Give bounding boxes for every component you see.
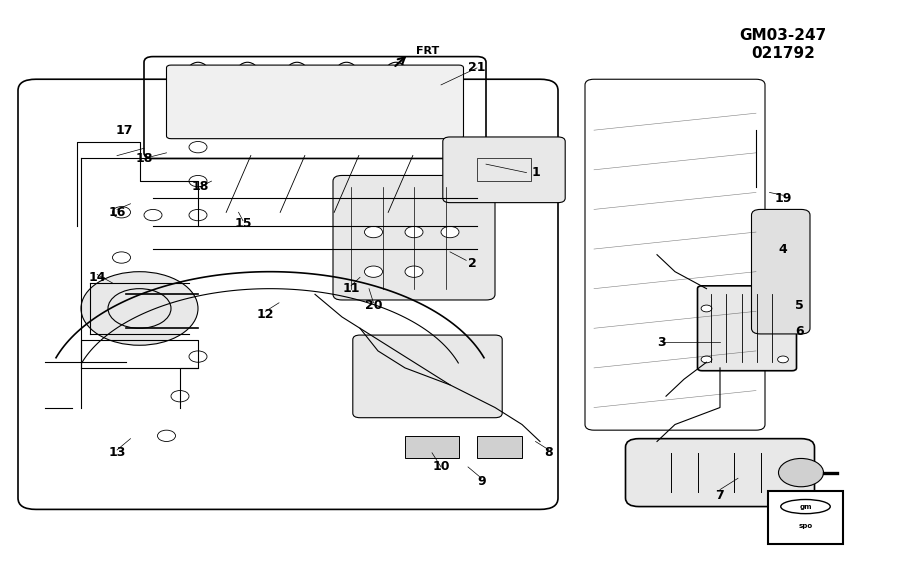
Circle shape bbox=[701, 356, 712, 363]
Text: 21: 21 bbox=[468, 62, 486, 74]
Circle shape bbox=[778, 305, 788, 312]
Text: 14: 14 bbox=[88, 271, 106, 284]
Text: 6: 6 bbox=[795, 325, 804, 337]
Circle shape bbox=[189, 209, 207, 221]
Text: 13: 13 bbox=[108, 447, 126, 459]
Circle shape bbox=[701, 305, 712, 312]
Circle shape bbox=[189, 175, 207, 187]
Circle shape bbox=[144, 209, 162, 221]
FancyBboxPatch shape bbox=[768, 491, 843, 544]
Text: 1: 1 bbox=[531, 166, 540, 179]
Circle shape bbox=[189, 351, 207, 362]
Circle shape bbox=[112, 207, 130, 218]
Circle shape bbox=[158, 430, 176, 441]
Text: spo: spo bbox=[798, 524, 813, 529]
Circle shape bbox=[364, 226, 382, 238]
Circle shape bbox=[189, 142, 207, 153]
Text: 15: 15 bbox=[234, 217, 252, 230]
Text: 3: 3 bbox=[657, 336, 666, 349]
Ellipse shape bbox=[781, 499, 830, 514]
Circle shape bbox=[364, 266, 382, 277]
Circle shape bbox=[112, 252, 130, 263]
FancyBboxPatch shape bbox=[752, 209, 810, 334]
Bar bbox=[405, 436, 459, 458]
Text: 4: 4 bbox=[778, 243, 788, 255]
Text: 17: 17 bbox=[115, 124, 133, 136]
Text: 20: 20 bbox=[364, 299, 382, 312]
Text: 18: 18 bbox=[191, 181, 209, 193]
FancyBboxPatch shape bbox=[333, 175, 495, 300]
FancyBboxPatch shape bbox=[353, 335, 502, 418]
Circle shape bbox=[171, 391, 189, 402]
Text: GM03-247
021792: GM03-247 021792 bbox=[740, 28, 826, 61]
Circle shape bbox=[441, 226, 459, 238]
FancyBboxPatch shape bbox=[698, 286, 796, 371]
Circle shape bbox=[778, 458, 824, 487]
Circle shape bbox=[405, 266, 423, 277]
Text: 5: 5 bbox=[795, 299, 804, 312]
FancyBboxPatch shape bbox=[626, 439, 814, 507]
Circle shape bbox=[81, 272, 198, 345]
Text: 2: 2 bbox=[468, 257, 477, 269]
Bar bbox=[477, 436, 522, 458]
Circle shape bbox=[405, 226, 423, 238]
Text: FRT: FRT bbox=[416, 46, 439, 56]
FancyBboxPatch shape bbox=[166, 65, 464, 139]
FancyBboxPatch shape bbox=[443, 137, 565, 203]
Circle shape bbox=[778, 356, 788, 363]
Text: 16: 16 bbox=[108, 206, 126, 218]
Text: 19: 19 bbox=[774, 192, 792, 204]
Text: 10: 10 bbox=[432, 461, 450, 473]
Text: 9: 9 bbox=[477, 475, 486, 487]
Text: 8: 8 bbox=[544, 447, 554, 459]
Bar bbox=[477, 158, 531, 181]
Text: gm: gm bbox=[799, 504, 812, 509]
Text: 7: 7 bbox=[716, 489, 724, 501]
Text: 11: 11 bbox=[342, 282, 360, 295]
Text: 18: 18 bbox=[135, 152, 153, 165]
Text: 12: 12 bbox=[256, 308, 274, 320]
